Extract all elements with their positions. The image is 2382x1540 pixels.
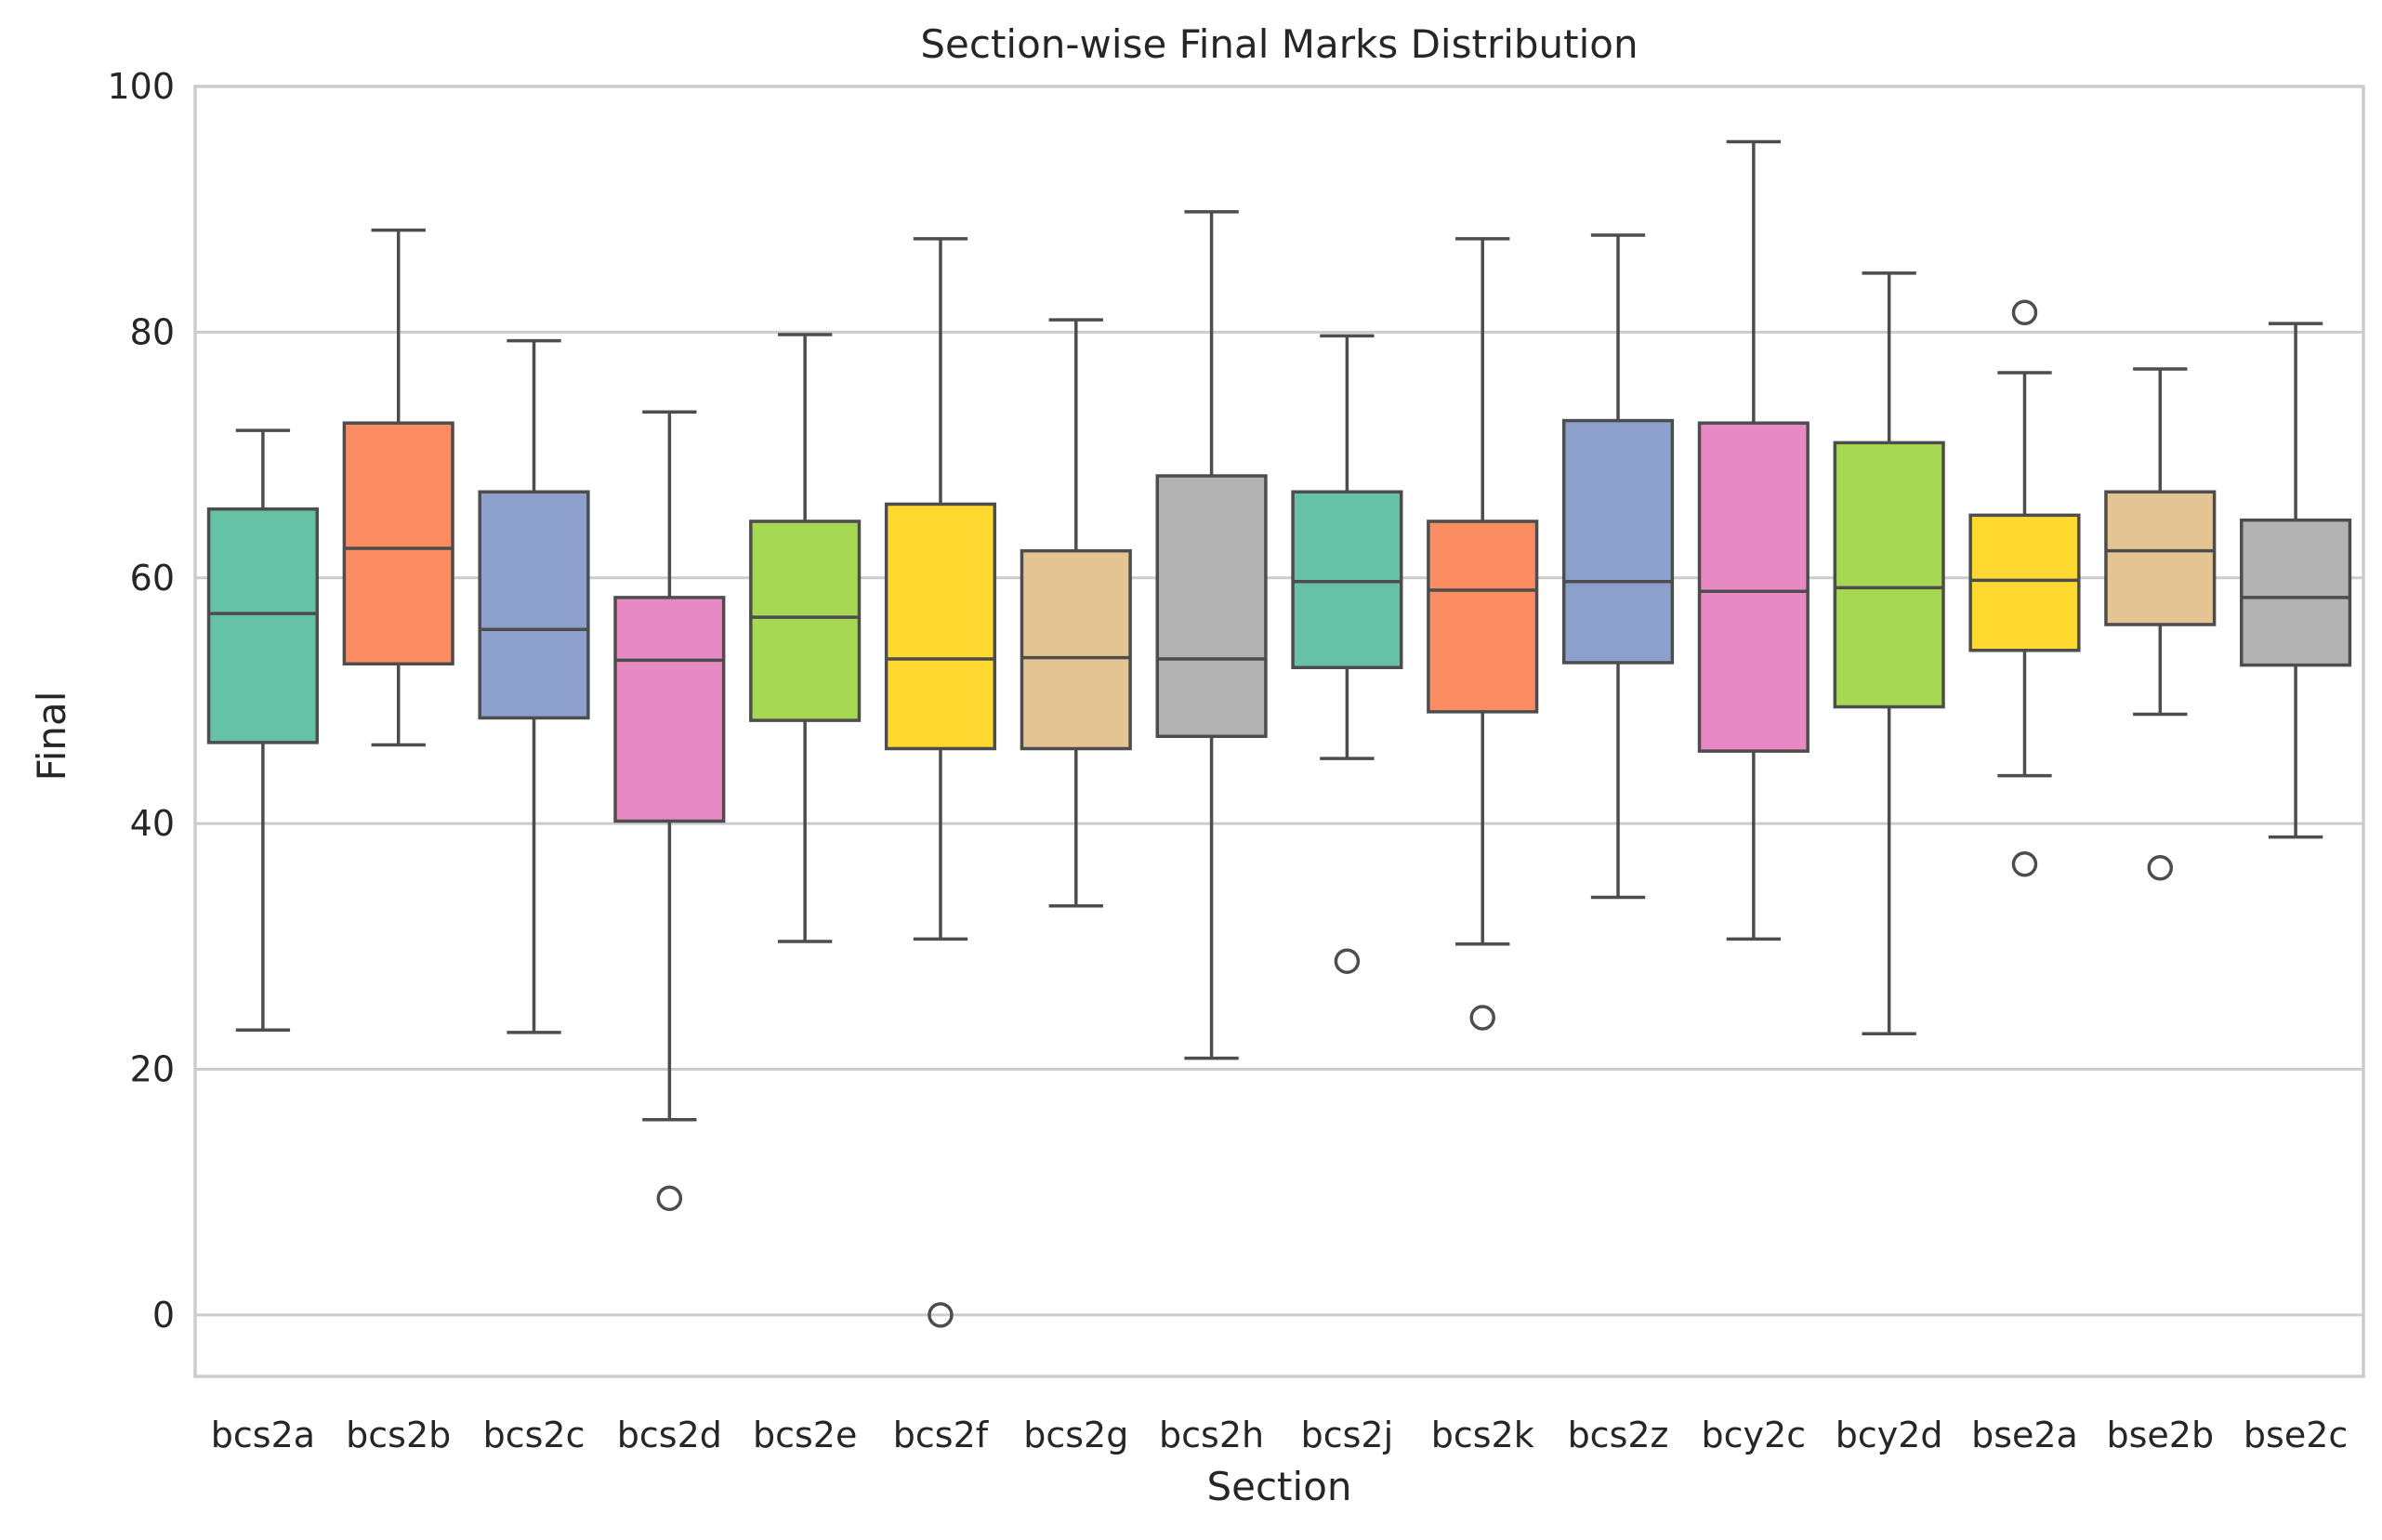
y-axis-label: Final: [29, 691, 74, 782]
x-axis-label: Section: [1206, 1464, 1351, 1509]
x-tick-label: bcs2b: [346, 1415, 451, 1455]
box-bcy2d: [1833, 271, 1945, 1035]
box-bse2b: [2104, 367, 2217, 881]
outlier-point: [928, 1302, 954, 1328]
plot-area-frame: [193, 85, 2365, 1378]
iqr-box: [1697, 421, 1810, 753]
x-tick-label: bcs2k: [1431, 1415, 1534, 1455]
box-bse2c: [2240, 322, 2352, 839]
box-bcs2h: [1155, 210, 1268, 1060]
outlier-point: [1334, 948, 1361, 974]
y-tick-label: 0: [152, 1295, 175, 1336]
y-tick-label: 20: [130, 1049, 175, 1090]
x-tick-label: bcs2g: [1023, 1415, 1128, 1455]
y-tick-label: 60: [130, 558, 175, 599]
x-tick-label: bcs2a: [211, 1415, 315, 1455]
x-tick-label: bcy2c: [1702, 1415, 1807, 1455]
box-bcs2d: [613, 410, 726, 1212]
box-bcs2k: [1427, 237, 1539, 1031]
iqr-box: [884, 502, 997, 751]
iqr-box: [1020, 548, 1132, 751]
x-tick-label: bcs2c: [483, 1415, 586, 1455]
x-tick-label: bse2c: [2244, 1415, 2348, 1455]
x-tick-label: bcs2e: [753, 1415, 857, 1455]
iqr-box: [1968, 513, 2081, 652]
x-tick-label: bcs2d: [617, 1415, 722, 1455]
box-bcs2z: [1561, 233, 1675, 900]
box-bcy2c: [1697, 139, 1810, 941]
iqr-box: [1833, 441, 1945, 709]
iqr-box: [206, 507, 319, 744]
box-bcs2a: [206, 428, 319, 1032]
box-bcs2g: [1020, 318, 1132, 908]
x-tick-label: bcs2j: [1301, 1415, 1394, 1455]
iqr-box: [342, 421, 454, 666]
iqr-box: [478, 490, 590, 720]
y-tick-label: 100: [107, 66, 175, 107]
box-bcs2c: [478, 338, 590, 1034]
iqr-box: [1427, 520, 1539, 714]
box-bcs2f: [884, 237, 997, 1328]
iqr-box: [749, 520, 862, 722]
outlier-point: [2011, 299, 2038, 325]
x-tick-label: bse2b: [2106, 1415, 2214, 1455]
outlier-point: [2147, 854, 2174, 881]
x-tick-label: bse2a: [1971, 1415, 2078, 1455]
x-tick-label: bcy2d: [1836, 1415, 1943, 1455]
x-tick-label: bcs2h: [1159, 1415, 1264, 1455]
tick-layer: 0 20 40 60 80 100 bcs2a bcs2b bcs2c bcs2d bcs2e bcs…: [107, 66, 2348, 1455]
chart-title: Section-wise Final Marks Distribution: [920, 21, 1638, 67]
iqr-box: [2240, 518, 2352, 667]
box-bcs2e: [749, 333, 862, 943]
y-tick-label: 80: [130, 311, 175, 352]
outlier-point: [1469, 1005, 1495, 1031]
y-tick-label: 40: [130, 803, 175, 844]
outlier-point: [2011, 851, 2038, 877]
x-tick-label: bcs2z: [1568, 1415, 1669, 1455]
iqr-box: [1291, 490, 1403, 670]
box-layer: [206, 139, 2352, 1328]
x-tick-label: bcs2f: [893, 1415, 990, 1455]
iqr-box: [2104, 490, 2217, 626]
box-bcs2b: [342, 228, 454, 747]
outlier-point: [656, 1185, 683, 1212]
iqr-box: [613, 596, 726, 823]
box-bse2a: [1968, 299, 2081, 877]
iqr-box: [1561, 418, 1675, 665]
box-bcs2j: [1291, 334, 1403, 974]
iqr-box: [1155, 474, 1268, 739]
